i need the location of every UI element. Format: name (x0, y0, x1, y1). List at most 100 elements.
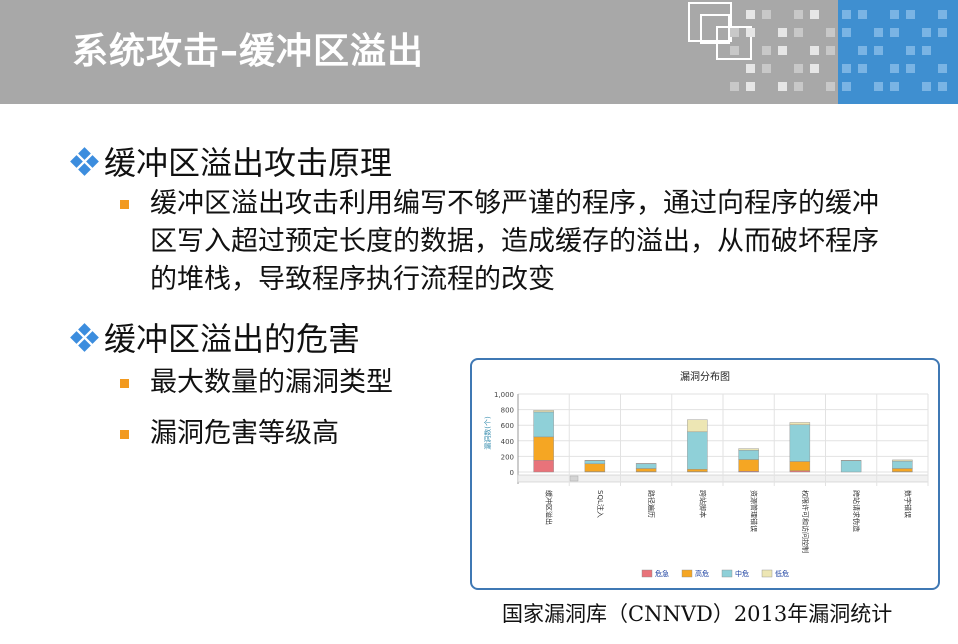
header-deco-square (762, 64, 771, 73)
bar-segment (892, 460, 913, 469)
section-heading-text: 缓冲区溢出攻击原理 (104, 144, 393, 182)
x-tick-label: 权限许可和访问控制 (801, 490, 810, 553)
header-deco-outline (716, 26, 752, 60)
body-paragraph: 缓冲区溢出攻击利用编写不够严谨的程序，通过向程序的缓冲区写入超过预定长度的数据，… (150, 188, 879, 295)
header-deco-square (794, 10, 803, 19)
diamond-bullet-icon (70, 147, 99, 176)
header-deco-square (874, 28, 883, 37)
y-tick-label: 400 (501, 438, 514, 446)
bar-segment (687, 469, 708, 472)
chart-title: 漏洞分布图 (680, 371, 730, 383)
y-tick-label: 0 (510, 469, 514, 477)
header-deco-square (778, 46, 787, 55)
legend-swatch (641, 569, 653, 578)
legend-label: 危急 (655, 569, 669, 578)
vulnerability-chart-frame: 漏洞分布图 0 200 400 600 800 1,000 漏洞数(个) 缓冲区溢出 SQL注入 路… (470, 358, 940, 590)
x-tick-label: 跨站请求伪造 (852, 490, 861, 532)
header-deco-square (922, 46, 931, 55)
header-deco-square (938, 10, 947, 19)
header-deco-square (906, 46, 915, 55)
header-deco-square (874, 46, 883, 55)
header-deco-square (842, 82, 851, 91)
header-deco-square (826, 82, 835, 91)
header-deco-square (746, 28, 755, 37)
header-deco-square (842, 64, 851, 73)
bar-segment (635, 463, 657, 469)
section-heading: 缓冲区溢出攻击原理 (70, 138, 393, 184)
y-tick-label: 1,000 (494, 391, 514, 399)
header-deco-square (730, 46, 739, 55)
header-deco-square (842, 10, 851, 19)
bar-segment (584, 463, 606, 472)
slide-header: 系统攻击–缓冲区溢出 (0, 0, 958, 104)
section-heading: 缓冲区溢出的危害 (70, 314, 361, 360)
bar-segment (892, 468, 913, 472)
header-deco-square (762, 46, 771, 55)
vulnerability-chart: 漏洞分布图 0 200 400 600 800 1,000 漏洞数(个) 缓冲区溢出 SQL注入 路… (483, 371, 929, 578)
header-deco-square (730, 82, 739, 91)
legend-label: 中危 (735, 569, 749, 578)
bar-segment (687, 419, 708, 433)
header-deco-square (746, 82, 755, 91)
header-deco-square (794, 28, 803, 37)
bar-segment (584, 460, 606, 465)
header-deco-square (906, 64, 915, 73)
header-deco-outline (688, 2, 732, 42)
header-deco-square (858, 10, 867, 19)
x-tick-label: 路径遍历 (647, 490, 656, 518)
header-deco-square (826, 46, 835, 55)
chart-caption: 国家漏洞库（CNNVD）2013年漏洞统计 (502, 602, 893, 626)
square-bullet-icon (120, 200, 129, 209)
legend-swatch (761, 569, 773, 578)
page-title: 系统攻击–缓冲区溢出 (72, 31, 425, 72)
header-deco-square (938, 28, 947, 37)
bar-segment (738, 449, 759, 460)
list-item: 漏洞危害等级高 (150, 418, 339, 449)
bar-segment (687, 431, 708, 470)
y-tick-label: 800 (501, 407, 514, 415)
header-deco-square (890, 28, 899, 37)
x-tick-label: 资源管理错误 (750, 490, 759, 532)
list-item: 最大数量的漏洞类型 (150, 367, 393, 398)
header-deco-square (858, 64, 867, 73)
section-heading-text: 缓冲区溢出的危害 (104, 320, 361, 358)
bar-segment (533, 411, 554, 438)
bar-segment (635, 468, 657, 472)
y-tick-label: 600 (501, 422, 514, 430)
square-bullet-icon (120, 430, 129, 439)
header-deco-square (810, 64, 819, 73)
header-deco-square (842, 28, 851, 37)
header-deco-square (778, 82, 787, 91)
legend-label: 高危 (695, 569, 709, 578)
header-deco-square (826, 28, 835, 37)
header-deco-square (938, 64, 947, 73)
header-deco-square (890, 82, 899, 91)
bar-segment (789, 461, 811, 472)
header-deco-square (794, 64, 803, 73)
header-deco-outline (700, 14, 730, 44)
x-tick-label: 缓冲区溢出 (545, 490, 554, 525)
legend-label: 低危 (775, 569, 789, 578)
bar-segment (840, 460, 862, 473)
header-deco-square (938, 82, 947, 91)
header-deco-square (922, 28, 931, 37)
y-axis-label: 漏洞数(个) (483, 416, 492, 450)
header-deco-square (810, 10, 819, 19)
header-deco-square (746, 10, 755, 19)
chart-scrollbar-thumb (569, 475, 579, 482)
header-deco-square (762, 10, 771, 19)
legend-swatch (721, 569, 733, 578)
bar-segment (533, 410, 554, 413)
header-deco-square (746, 64, 755, 73)
x-tick-label: 跨站脚本 (698, 490, 707, 518)
header-deco-square (810, 46, 819, 55)
x-tick-label: 数字错误 (903, 490, 912, 518)
header-deco-square (890, 64, 899, 73)
bar-segment (789, 422, 811, 426)
bar-segment (738, 459, 759, 472)
bar-segment (533, 460, 554, 473)
header-deco-square (890, 10, 899, 19)
header-deco-square (778, 28, 787, 37)
bar-segment (789, 424, 811, 462)
legend-swatch (681, 569, 693, 578)
